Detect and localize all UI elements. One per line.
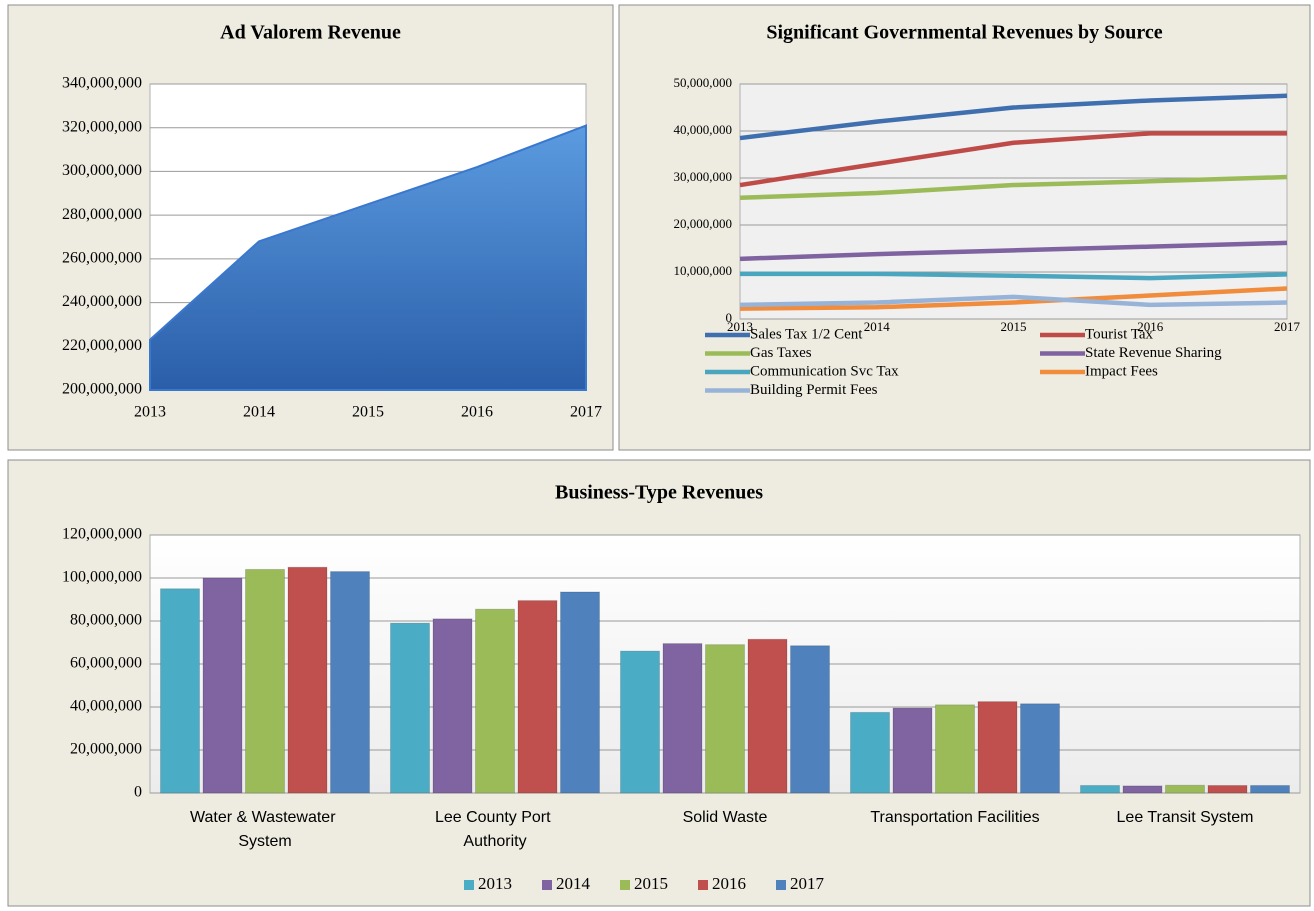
legend-label: 2017 — [790, 874, 825, 893]
line — [739, 294, 1288, 308]
line — [739, 174, 1288, 200]
y-tick-label: 260,000,000 — [62, 250, 142, 267]
bar — [1020, 703, 1060, 794]
area — [149, 124, 587, 391]
y-tick-label: 80,000,000 — [70, 612, 142, 629]
legend-label: 2015 — [634, 874, 668, 893]
x-tick-label: 2017 — [1274, 319, 1301, 334]
y-tick-label: 0 — [726, 310, 733, 325]
bar — [850, 711, 890, 794]
y-tick-label: 20,000,000 — [674, 216, 733, 231]
legend-label: 2014 — [556, 874, 591, 893]
plot-area — [739, 83, 1288, 320]
bar — [892, 707, 933, 794]
y-tick-label: 40,000,000 — [70, 698, 142, 715]
y-tick-label: 0 — [134, 784, 142, 801]
legend-label: State Revenue Sharing — [1085, 345, 1222, 361]
bar — [330, 571, 370, 794]
legend-swatch — [542, 880, 552, 890]
y-tick-label: 40,000,000 — [674, 122, 733, 137]
bar — [1080, 784, 1120, 794]
bar — [202, 577, 243, 794]
bar — [1122, 785, 1163, 794]
bar — [1165, 784, 1205, 794]
bar — [747, 638, 788, 794]
line — [739, 93, 1288, 141]
bar — [935, 704, 975, 794]
line — [739, 131, 1287, 188]
legend-label: Impact Fees — [1085, 363, 1158, 379]
y-tick-label: 20,000,000 — [70, 741, 142, 758]
legend-label: 2016 — [712, 874, 746, 893]
x-tick-label: 2015 — [1001, 319, 1027, 334]
y-tick-label: 280,000,000 — [62, 206, 142, 223]
y-tick-label: 200,000,000 — [62, 381, 142, 398]
x-tick-label: 2017 — [570, 404, 602, 421]
x-tick-label: 2016 — [1137, 319, 1164, 334]
x-tick-label: Transportation Facilities — [870, 809, 1039, 826]
legend-swatch — [698, 880, 708, 890]
line — [739, 286, 1288, 311]
y-tick-label: 120,000,000 — [62, 526, 142, 543]
legend-label: 2013 — [478, 874, 512, 893]
x-tick-label: Solid Waste — [683, 809, 768, 826]
bar — [1207, 784, 1248, 794]
chart-title: Ad Valorem Revenue — [220, 22, 401, 44]
bar — [977, 701, 1018, 794]
y-tick-label: 220,000,000 — [62, 337, 142, 354]
x-tick-label: Lee County Port Authority — [435, 809, 555, 850]
chart-title: Business-Type Revenues — [555, 482, 763, 504]
bar — [560, 591, 600, 794]
bar — [160, 588, 200, 794]
x-tick-label: 2016 — [461, 404, 493, 421]
bar — [790, 645, 830, 794]
y-tick-label: 60,000,000 — [70, 655, 142, 672]
x-tick-label: 2013 — [134, 404, 166, 421]
bar — [662, 643, 703, 794]
y-tick-label: 340,000,000 — [62, 75, 142, 92]
bar — [1250, 784, 1290, 794]
y-tick-label: 50,000,000 — [674, 75, 733, 90]
y-tick-label: 240,000,000 — [62, 293, 142, 310]
bar — [620, 650, 660, 794]
x-tick-label: 2014 — [243, 404, 275, 421]
x-tick-label: 2014 — [864, 319, 891, 334]
legend-label: Tourist Tax — [1085, 326, 1154, 342]
x-tick-label: Lee Transit System — [1117, 809, 1254, 826]
bar — [475, 608, 515, 794]
legend-label: Gas Taxes — [750, 345, 812, 361]
x-tick-label: 2013 — [727, 319, 753, 334]
y-tick-label: 300,000,000 — [62, 162, 142, 179]
bar — [432, 618, 473, 794]
legend-label: Building Permit Fees — [750, 382, 878, 398]
line — [740, 271, 1288, 281]
bar — [245, 568, 285, 794]
legend-swatch — [620, 880, 630, 890]
legend-label: Communication Svc Tax — [750, 363, 899, 379]
bar — [287, 566, 328, 794]
x-tick-label: Water & Wastewater System — [190, 809, 340, 850]
y-tick-label: 320,000,000 — [62, 118, 142, 135]
y-tick-label: 100,000,000 — [62, 569, 142, 586]
y-tick-label: 30,000,000 — [674, 169, 733, 184]
legend-label: Sales Tax 1/2 Cent — [750, 326, 863, 342]
y-tick-label: 10,000,000 — [674, 263, 733, 278]
chart-title: Significant Governmental Revenues by Sou… — [766, 22, 1162, 44]
bar — [517, 600, 558, 794]
legend-swatch — [776, 880, 786, 890]
bar — [390, 622, 430, 794]
bar — [705, 644, 745, 794]
line — [739, 240, 1288, 262]
legend-swatch — [464, 880, 474, 890]
x-tick-label: 2015 — [352, 404, 384, 421]
